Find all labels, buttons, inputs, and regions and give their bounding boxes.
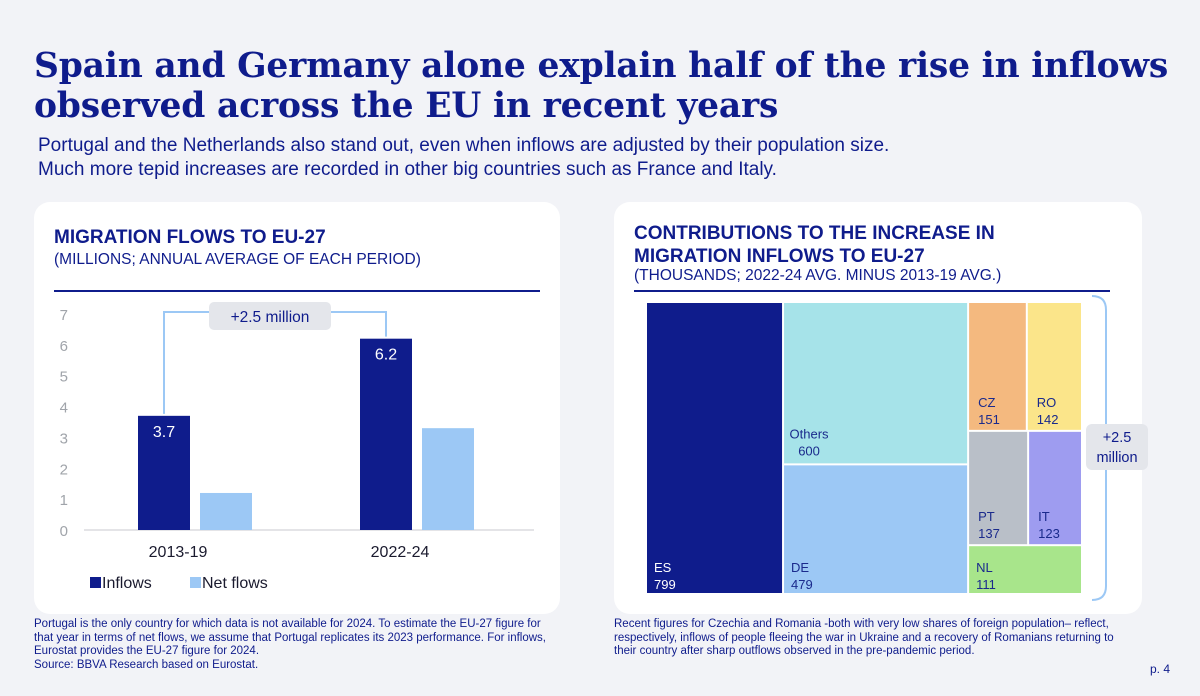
bar-data-label: 3.7	[153, 424, 175, 441]
left-footnote-line: Eurostat provides the EU-27 figure for 2…	[34, 645, 260, 657]
left-footnote-line: Portugal is the only country for which d…	[34, 618, 541, 630]
left-footnote-line: that year in terms of net flows, we assu…	[34, 631, 546, 644]
treemap-value-de: 479	[791, 577, 813, 592]
y-tick-label: 0	[60, 523, 68, 540]
treemap-value-pt: 137	[978, 526, 1000, 541]
bar-inflows	[360, 338, 412, 530]
annotation-box	[209, 302, 331, 330]
treemap-cell-others	[784, 303, 968, 464]
bar-inflows	[138, 415, 190, 530]
treemap-cell-pt	[969, 431, 1028, 545]
left-chart-rule	[54, 290, 540, 292]
treemap-value-it: 123	[1038, 526, 1060, 541]
treemap-label-others: Others	[790, 426, 830, 441]
page-subtitle: Portugal and the Netherlands also stand …	[38, 134, 1158, 182]
migration-flows-card: MIGRATION FLOWS TO EU-27 (MILLIONS; ANNU…	[34, 202, 560, 614]
right-footnote-line: their country after sharp outflows obser…	[614, 645, 975, 657]
treemap-cell-it	[1029, 431, 1081, 545]
total-annotation-box	[1086, 424, 1148, 470]
subtitle-line-1: Portugal and the Netherlands also stand …	[38, 135, 890, 156]
treemap-label-it: IT	[1038, 509, 1050, 524]
bar-net-flows	[200, 492, 252, 530]
y-tick-label: 6	[60, 338, 68, 355]
treemap-cell-nl	[969, 546, 1081, 593]
total-annotation-line-1: +2.5	[1103, 430, 1132, 446]
treemap-value-nl: 111	[976, 577, 996, 592]
right-chart-title-line-2: MIGRATION INFLOWS TO EU-27	[634, 246, 925, 267]
y-tick-label: 1	[60, 492, 68, 509]
contributions-card: CONTRIBUTIONS TO THE INCREASE IN MIGRATI…	[614, 202, 1148, 614]
left-chart-subtitle: (MILLIONS; ANNUAL AVERAGE OF EACH PERIOD…	[54, 251, 421, 268]
y-tick-label: 3	[60, 430, 68, 447]
left-chart-title: MIGRATION FLOWS TO EU-27	[54, 227, 326, 248]
treemap-cell-cz	[969, 303, 1026, 430]
treemap-cell-es	[647, 303, 783, 593]
right-chart-subtitle: (THOUSANDS; 2022-24 AVG. MINUS 2013-19 A…	[634, 267, 1002, 284]
treemap-cell-de	[784, 465, 968, 593]
x-tick-label: 2013-19	[149, 544, 208, 561]
treemap-label-cz: CZ	[978, 395, 995, 410]
x-tick-label: 2022-24	[371, 544, 430, 561]
treemap-value-others: 600	[798, 443, 820, 458]
treemap-value-cz: 151	[978, 412, 1000, 427]
treemap-label-ro: RO	[1037, 395, 1057, 410]
bar-net-flows	[422, 428, 474, 530]
source-line: Source: BBVA Research based on Eurostat.	[34, 658, 259, 671]
page-number: p. 4	[1150, 662, 1171, 676]
page-title: Spain and Germany alone explain half of …	[34, 46, 1169, 126]
bar-data-label: 6.2	[375, 347, 397, 364]
legend-label: Inflows	[102, 575, 152, 592]
right-footnote: Recent figures for Czechia and Romania -…	[614, 618, 1154, 659]
legend-swatch	[190, 577, 201, 588]
treemap-label-de: DE	[791, 560, 809, 575]
left-footnote: Portugal is the only country for which d…	[34, 618, 574, 672]
y-tick-label: 4	[60, 400, 68, 417]
right-chart-title-line-1: CONTRIBUTIONS TO THE INCREASE IN	[634, 223, 995, 244]
legend-swatch	[90, 577, 101, 588]
total-annotation-line-2: million	[1096, 450, 1137, 466]
y-tick-label: 7	[60, 307, 68, 324]
annotation-label: +2.5 million	[231, 309, 310, 326]
migration-flows-bar-chart: 0 1 2 3 4 5 6 7 2013-19 3.7 2022-24 6.2 +2.5 million…	[60, 302, 534, 592]
right-chart-rule	[634, 290, 1110, 292]
y-tick-label: 5	[60, 369, 68, 386]
legend-label: Net flows	[202, 575, 268, 592]
treemap-cell-ro	[1027, 303, 1081, 430]
right-footnote-line: respectively, inflows of people fleeing …	[614, 631, 1114, 644]
subtitle-line-2: Much more tepid increases are recorded i…	[38, 159, 777, 180]
contributions-treemap: ES 799 Others 600 DE 479 CZ 151 RO 142 PT 137 IT 123 N…	[647, 295, 1148, 601]
treemap-value-es: 799	[654, 577, 676, 592]
treemap-label-pt: PT	[978, 509, 995, 524]
treemap-label-es: ES	[654, 560, 672, 575]
treemap-value-ro: 142	[1037, 412, 1059, 427]
treemap-label-nl: NL	[976, 560, 993, 575]
right-footnote-line: Recent figures for Czechia and Romania -…	[614, 618, 1109, 630]
y-tick-label: 2	[60, 461, 68, 478]
